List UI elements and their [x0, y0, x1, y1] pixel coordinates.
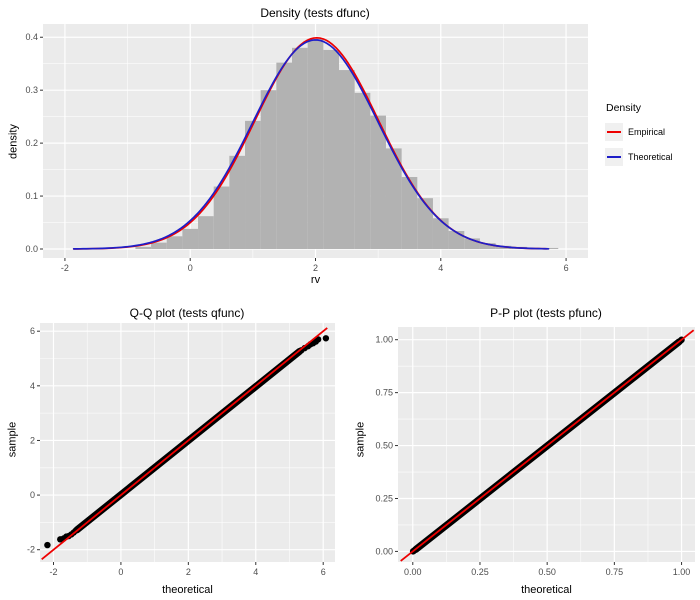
qq-points	[44, 335, 330, 549]
svg-text:1.00: 1.00	[673, 567, 691, 577]
density-histogram-bars	[135, 38, 559, 250]
legend-label-empirical: Empirical	[628, 127, 666, 137]
density-y-axis-title: density	[7, 124, 20, 159]
svg-text:0.00: 0.00	[404, 567, 422, 577]
theoretical-line-icon	[607, 156, 621, 158]
qq-reference-line	[41, 327, 328, 560]
svg-text:6: 6	[30, 326, 35, 336]
qq-plot-canvas: -2 0 2 4 6 -2 0 2 4 6	[27, 323, 335, 577]
svg-text:2: 2	[313, 263, 318, 273]
svg-text:0.75: 0.75	[606, 567, 624, 577]
svg-text:4: 4	[253, 567, 258, 577]
svg-text:0.0: 0.0	[25, 244, 38, 254]
pp-x-axis-title: theoretical	[521, 584, 572, 596]
qq-plot-title: Q-Q plot (tests qfunc)	[129, 306, 245, 320]
qq-x-axis-title: theoretical	[162, 584, 213, 596]
svg-text:2: 2	[30, 435, 35, 445]
svg-text:0.50: 0.50	[375, 441, 393, 451]
density-curve-theoretical	[72, 39, 550, 250]
pp-reference-line	[400, 329, 695, 562]
svg-text:-2: -2	[61, 263, 69, 273]
svg-text:0: 0	[188, 263, 193, 273]
svg-text:0.00: 0.00	[375, 546, 393, 556]
pp-plot-canvas: 0.00 0.25 0.50 0.75 1.00 0.00 0.25 0.50 0.75 1.00	[375, 327, 695, 577]
pp-axis-ticks: 0.00 0.25 0.50 0.75 1.00 0.00 0.25 0.50 0.75 1.00	[375, 335, 690, 577]
svg-text:-2: -2	[27, 545, 35, 555]
svg-text:0.75: 0.75	[375, 388, 393, 398]
legend-entry-theoretical: Theoretical	[605, 148, 695, 166]
svg-text:0.25: 0.25	[471, 567, 489, 577]
empirical-line-icon	[607, 131, 621, 133]
density-axis-ticks: -2 0 2 4 6 0.0 0.1 0.2 0.3 0.4	[25, 32, 568, 273]
density-legend: Density Empirical Theoretical	[605, 102, 695, 173]
qq-gridlines	[40, 323, 335, 562]
legend-title: Density	[606, 102, 642, 114]
svg-text:1.00: 1.00	[375, 335, 393, 345]
legend-entry-empirical: Empirical	[605, 123, 695, 141]
svg-text:6: 6	[564, 263, 569, 273]
legend-label-theoretical: Theoretical	[628, 152, 673, 162]
svg-text:0.25: 0.25	[375, 493, 393, 503]
pp-y-axis-title: sample	[354, 421, 367, 458]
svg-text:0: 0	[30, 490, 35, 500]
svg-text:6: 6	[321, 567, 326, 577]
qq-y-axis-title: sample	[6, 421, 19, 458]
svg-text:0: 0	[118, 567, 123, 577]
svg-text:4: 4	[438, 263, 443, 273]
svg-text:-2: -2	[49, 567, 57, 577]
svg-text:2: 2	[186, 567, 191, 577]
svg-text:0.1: 0.1	[25, 191, 38, 201]
svg-text:4: 4	[30, 381, 35, 391]
svg-text:0.2: 0.2	[25, 138, 38, 148]
svg-text:0.3: 0.3	[25, 85, 38, 95]
svg-text:0.50: 0.50	[538, 567, 556, 577]
legend-key-theoretical	[605, 148, 623, 166]
density-x-axis-title: rv	[310, 274, 321, 286]
qq-axis-ticks: -2 0 2 4 6 -2 0 2 4 6	[27, 326, 326, 577]
svg-text:0.4: 0.4	[25, 32, 38, 42]
pp-plot-title: P-P plot (tests pfunc)	[490, 306, 602, 320]
density-plot-canvas: -2 0 2 4 6 0.0 0.1 0.2 0.3 0.4	[25, 24, 588, 273]
density-plot-title: Density (tests dfunc)	[260, 6, 370, 20]
legend-key-empirical	[605, 123, 623, 141]
